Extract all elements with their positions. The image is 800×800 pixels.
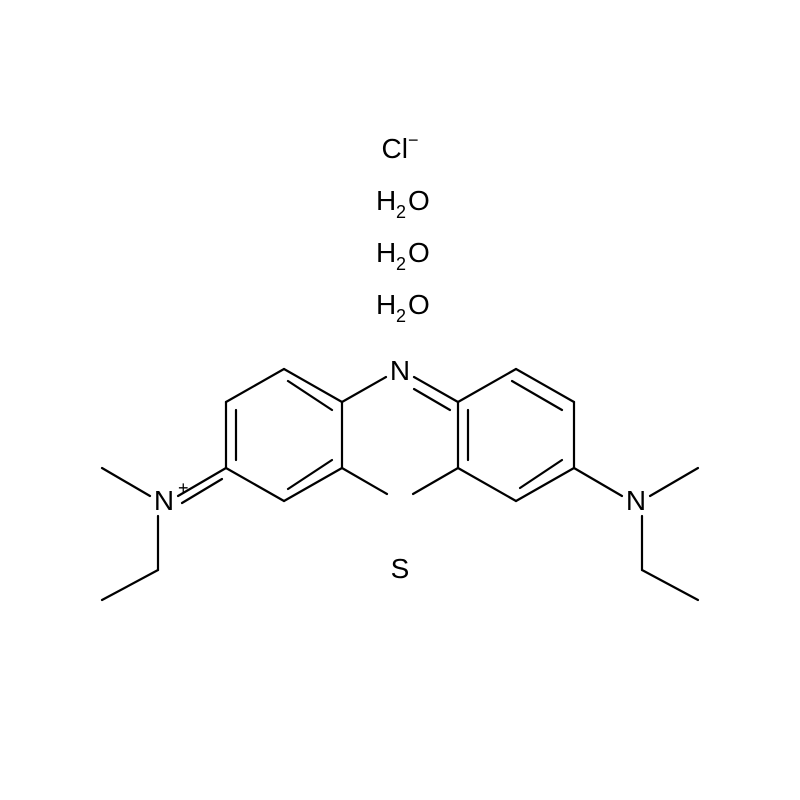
right-benzene — [458, 369, 574, 501]
molecule-diagram: Cl− H 2 O H 2 O H 2 O N S — [0, 0, 800, 800]
ring-sulfur: S — [391, 553, 410, 584]
svg-text:O: O — [408, 237, 430, 268]
svg-text:H: H — [376, 289, 396, 320]
right-amine-N: N — [626, 485, 646, 516]
svg-text:2: 2 — [396, 254, 406, 274]
svg-text:O: O — [408, 289, 430, 320]
chloride-label: Cl− — [382, 130, 419, 164]
water-2: H 2 O — [376, 237, 430, 274]
water-1: H 2 O — [376, 185, 430, 222]
right-aminogroup: N — [574, 468, 698, 600]
svg-text:2: 2 — [396, 202, 406, 222]
counterion-block: Cl− H 2 O H 2 O H 2 O — [376, 130, 430, 326]
central-ring — [342, 377, 458, 494]
svg-text:H: H — [376, 237, 396, 268]
left-iminium-N: N — [154, 485, 174, 516]
svg-text:O: O — [408, 185, 430, 216]
water-3: H 2 O — [376, 289, 430, 326]
left-iminium: N + — [102, 468, 226, 600]
svg-text:H: H — [376, 185, 396, 216]
left-ring — [226, 369, 342, 501]
ring-nitrogen: N — [390, 355, 410, 386]
left-iminium-charge: + — [178, 478, 189, 498]
svg-text:2: 2 — [396, 306, 406, 326]
